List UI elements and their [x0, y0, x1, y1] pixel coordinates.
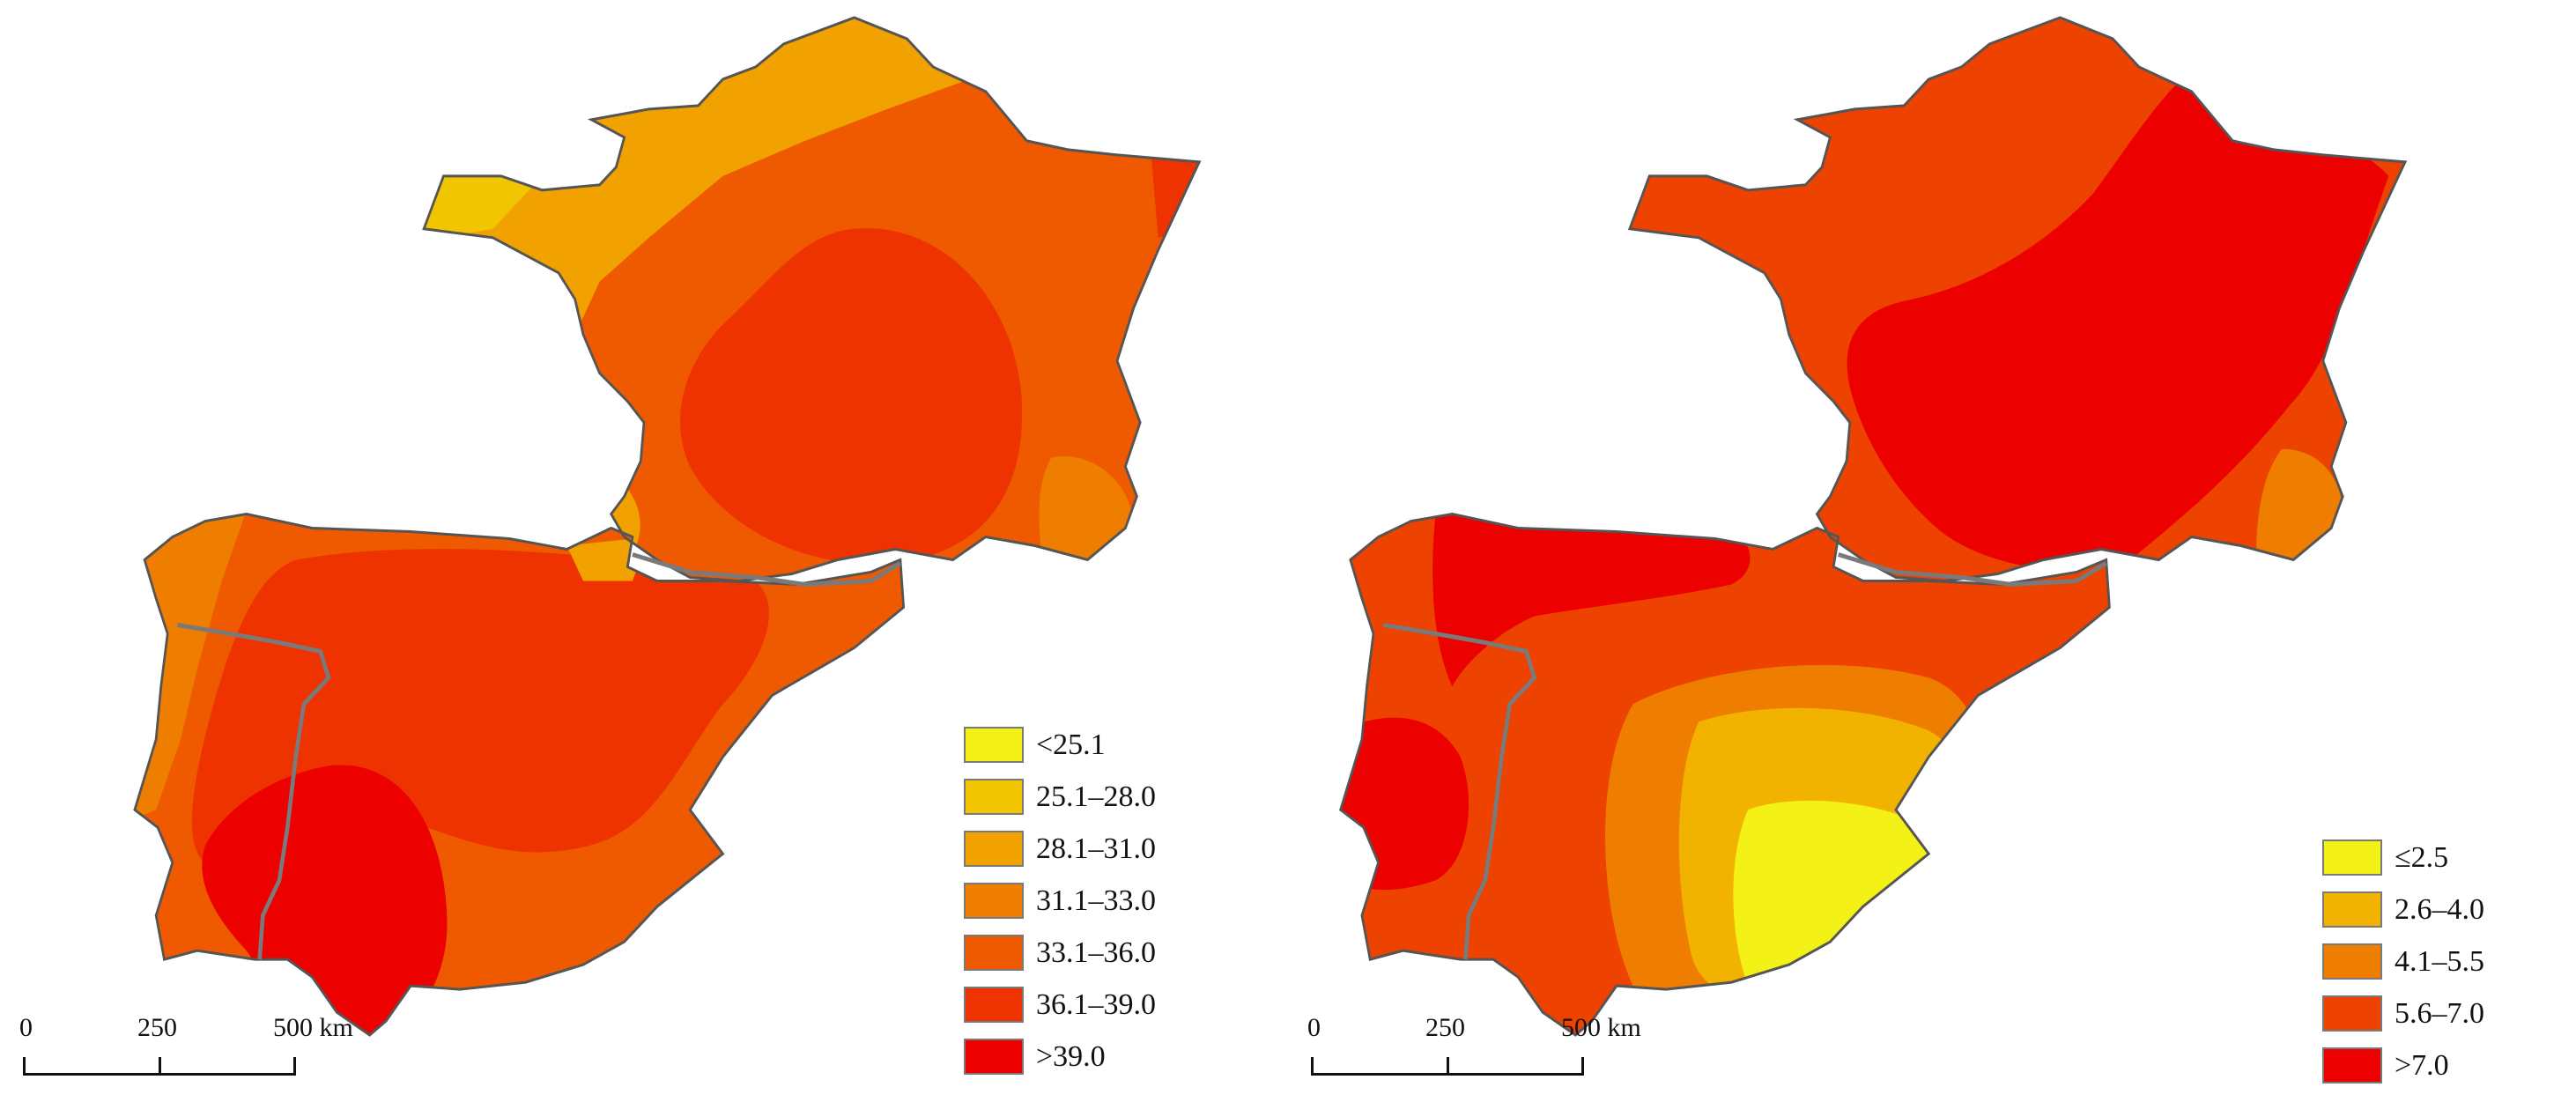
legend-label: 36.1–39.0	[1036, 987, 1156, 1021]
legend-label: 28.1–31.0	[1036, 832, 1156, 865]
legend-item: ≤2.5	[2322, 832, 2484, 884]
legend-label: 31.1–33.0	[1036, 884, 1156, 917]
left-choropleth-map	[133, 16, 1202, 1037]
legend-item: 4.1–5.5	[2322, 936, 2484, 987]
legend-label: >39.0	[1036, 1039, 1106, 1073]
scale-label-zero: 0	[19, 1013, 33, 1042]
legend-item: 36.1–39.0	[964, 979, 1156, 1031]
legend-swatch	[964, 987, 1024, 1023]
legend-swatch	[964, 1039, 1024, 1075]
legend-item: 31.1–33.0	[964, 875, 1156, 927]
legend-swatch	[2322, 1047, 2382, 1084]
legend-item: >39.0	[964, 1031, 1156, 1083]
legend-swatch	[2322, 995, 2382, 1032]
legend-label: 5.6–7.0	[2395, 996, 2484, 1030]
scale-label-end: 500 km	[1561, 1013, 1641, 1042]
legend-item: 33.1–36.0	[964, 927, 1156, 979]
legend-item: 5.6–7.0	[2322, 987, 2484, 1039]
right-choropleth-map	[1339, 16, 2408, 1037]
left-legend: <25.1 25.1–28.0 28.1–31.0 31.1–33.0 33.1…	[964, 719, 1156, 1083]
legend-item: 28.1–31.0	[964, 823, 1156, 875]
scale-label-mid: 250	[137, 1013, 177, 1042]
scale-tick	[159, 1057, 161, 1075]
left-scale-bar: 0 250 500 km	[19, 1013, 391, 1084]
legend-label: >7.0	[2395, 1048, 2449, 1082]
legend-label: ≤2.5	[2395, 840, 2449, 874]
left-zone-west-coast	[424, 325, 628, 564]
legend-swatch	[964, 727, 1024, 763]
legend-swatch	[964, 831, 1024, 867]
legend-label: <25.1	[1036, 728, 1106, 761]
left-iberia-zones	[134, 514, 904, 1036]
right-legend: ≤2.5 2.6–4.0 4.1–5.5 5.6–7.0 >7.0	[2322, 832, 2484, 1091]
left-zone-above-39	[202, 765, 448, 1036]
legend-swatch	[2322, 891, 2382, 928]
left-border-spain-portugal	[177, 622, 331, 960]
left-france-zones	[424, 17, 1200, 581]
left-zone-36-39-france	[680, 228, 1023, 564]
right-map-panel: ≤2.5 2.6–4.0 4.1–5.5 5.6–7.0 >7.0 0 250 …	[1288, 0, 2576, 1102]
left-map-panel: <25.1 25.1–28.0 28.1–31.0 31.1–33.0 33.1…	[19, 16, 1202, 1084]
scale-tick	[23, 1057, 26, 1075]
left-zone-pyrenees	[566, 536, 649, 581]
right-scale-bar: 0 250 500 km	[1307, 1013, 1679, 1084]
scale-tick	[1581, 1057, 1584, 1075]
legend-swatch	[964, 779, 1024, 815]
right-border-france-spain	[1838, 552, 2107, 587]
right-zone-above-7-france	[1847, 70, 2389, 571]
legend-item: 2.6–4.0	[2322, 884, 2484, 936]
scale-label-mid: 250	[1425, 1013, 1465, 1042]
left-iberia-coastline	[133, 513, 906, 1037]
scale-tick	[293, 1057, 296, 1075]
right-iberia-zones	[1340, 514, 2110, 1036]
legend-item: 25.1–28.0	[964, 771, 1156, 823]
scale-label-zero: 0	[1307, 1013, 1321, 1042]
legend-swatch	[964, 883, 1024, 919]
right-france-zones	[1629, 17, 2406, 581]
scale-label-end: 500 km	[273, 1013, 353, 1042]
legend-label: 33.1–36.0	[1036, 936, 1156, 969]
right-map-shift	[1339, 16, 2408, 1037]
right-iberia-coastline	[1339, 513, 2111, 1037]
legend-swatch	[2322, 943, 2382, 980]
legend-label: 25.1–28.0	[1036, 780, 1156, 813]
legend-swatch	[964, 935, 1024, 971]
right-border-spain-portugal	[1382, 622, 1537, 960]
scale-tick	[1311, 1057, 1314, 1075]
right-zone-above-7-north	[1432, 514, 1751, 687]
scale-tick	[1447, 1057, 1449, 1075]
legend-label: 2.6–4.0	[2395, 892, 2484, 926]
legend-item: >7.0	[2322, 1039, 2484, 1091]
legend-label: 4.1–5.5	[2395, 944, 2484, 978]
legend-swatch	[2322, 839, 2382, 876]
left-border-france-spain	[632, 552, 902, 587]
legend-item: <25.1	[964, 719, 1156, 771]
left-zone-alsace	[1150, 140, 1200, 238]
